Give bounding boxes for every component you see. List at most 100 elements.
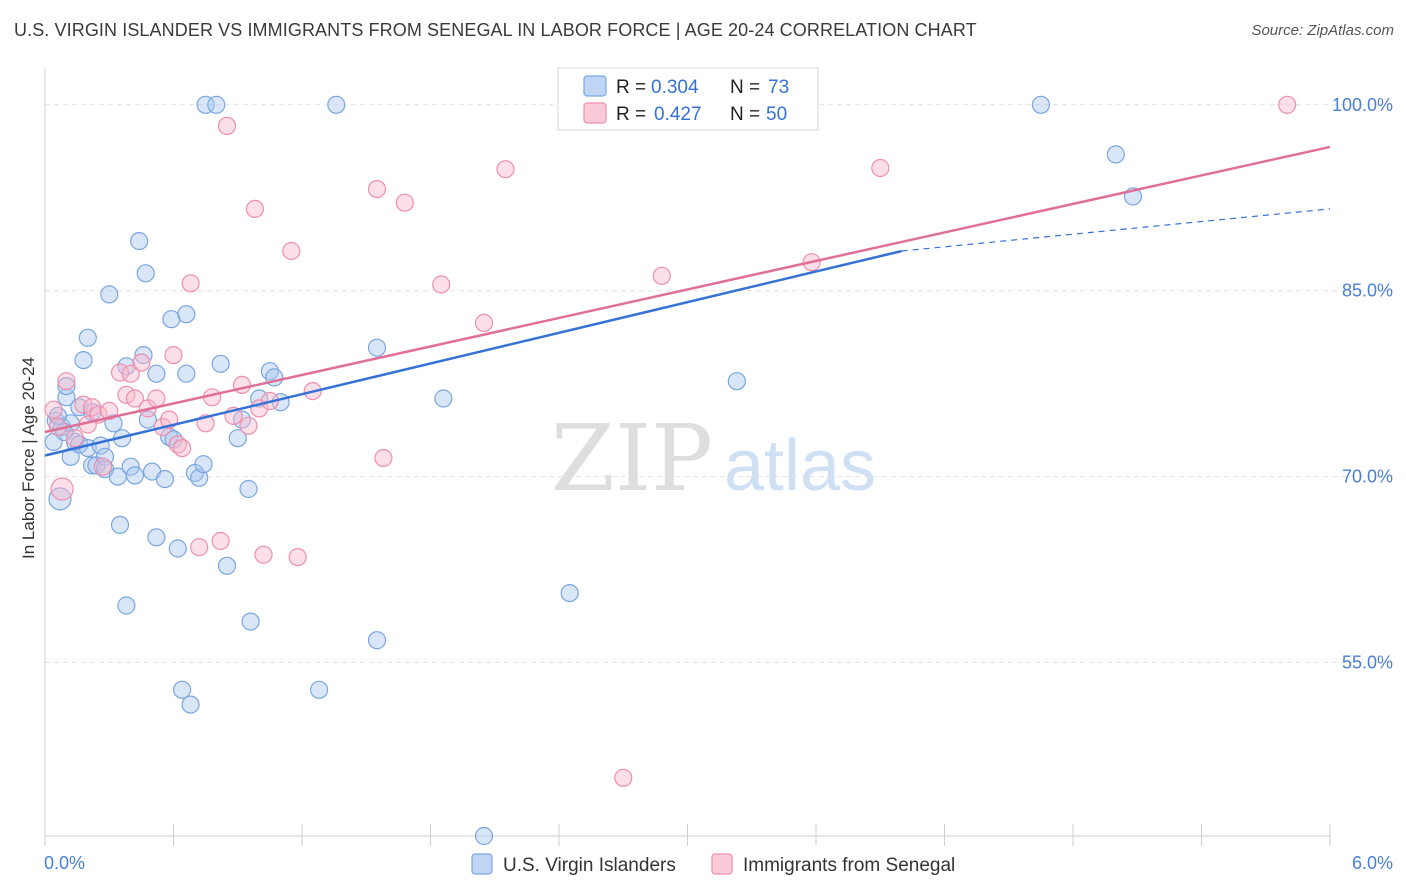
point-senegal	[871, 158, 890, 178]
point-virgin-islanders	[78, 328, 97, 347]
data-points	[44, 95, 1297, 846]
point-virgin-islanders	[474, 826, 494, 846]
point-virgin-islanders	[100, 285, 119, 304]
point-senegal	[614, 768, 633, 787]
point-virgin-islanders	[168, 539, 187, 558]
trend-lines	[44, 145, 1331, 457]
legend-n-value: 50	[766, 104, 787, 125]
watermark-zip: ZIP	[551, 405, 713, 512]
point-senegal	[652, 266, 671, 285]
point-virgin-islanders	[327, 95, 346, 114]
watermark-atlas: atlas	[724, 426, 876, 506]
watermark: ZIP atlas	[551, 405, 876, 512]
point-virgin-islanders	[177, 364, 196, 383]
point-senegal	[395, 193, 414, 212]
point-senegal	[57, 372, 76, 391]
trend-line-senegal	[44, 145, 1331, 434]
legend-swatch-pink	[583, 102, 607, 124]
point-senegal	[132, 353, 151, 372]
point-senegal	[164, 346, 183, 365]
axes	[44, 68, 1331, 846]
point-senegal	[50, 477, 74, 501]
point-senegal	[496, 160, 515, 179]
legend-r-value: 0.304	[651, 77, 699, 98]
point-senegal	[121, 364, 140, 383]
legend-label-senegal: Immigrants from Senegal	[743, 855, 955, 876]
point-virgin-islanders	[130, 232, 149, 251]
legend-r-label: R =	[616, 77, 646, 98]
point-virgin-islanders	[228, 429, 247, 448]
point-senegal	[125, 389, 144, 408]
y-tick-label: 100.0%	[1332, 95, 1393, 115]
legend-n-label: N =	[730, 104, 760, 125]
point-senegal	[100, 401, 119, 420]
y-tick-label: 70.0%	[1342, 467, 1393, 487]
point-virgin-islanders	[147, 528, 166, 547]
legend-swatch-blue	[583, 75, 607, 97]
point-senegal	[181, 274, 200, 293]
point-virgin-islanders	[125, 466, 144, 485]
point-virgin-islanders	[57, 377, 76, 396]
point-senegal	[374, 448, 393, 468]
legend-swatch-pink	[711, 853, 733, 875]
legend-label-virgin-islanders: U.S. Virgin Islanders	[503, 855, 676, 876]
point-virgin-islanders	[177, 305, 196, 324]
point-virgin-islanders	[134, 346, 153, 365]
point-virgin-islanders	[310, 680, 329, 699]
point-virgin-islanders	[217, 556, 237, 575]
chart-title: U.S. VIRGIN ISLANDER VS IMMIGRANTS FROM …	[14, 20, 977, 40]
point-senegal	[147, 389, 166, 408]
x-tick-label: 0.0%	[44, 853, 85, 873]
trend-line-virgin-islanders	[44, 249, 902, 457]
legend-r-value: 0.427	[654, 104, 702, 125]
point-senegal	[44, 400, 63, 419]
point-virgin-islanders	[211, 354, 230, 373]
y-tick-label: 85.0%	[1342, 281, 1393, 301]
point-senegal	[282, 241, 301, 261]
y-tick-label: 55.0%	[1342, 652, 1393, 672]
point-senegal	[474, 313, 494, 332]
point-virgin-islanders	[434, 389, 453, 408]
legend-n-label: N =	[730, 77, 760, 98]
point-virgin-islanders	[196, 95, 215, 114]
point-virgin-islanders	[155, 470, 174, 489]
point-virgin-islanders	[367, 631, 387, 650]
legend-top: R = 0.304 N = 73 R = 0.427 N = 50	[557, 67, 819, 131]
point-virgin-islanders	[181, 695, 200, 714]
point-virgin-islanders	[239, 479, 258, 499]
point-virgin-islanders	[147, 364, 166, 383]
y-axis-label: In Labor Force | Age 20-24	[19, 357, 38, 559]
point-senegal	[82, 398, 102, 417]
legend-bottom: U.S. Virgin Islanders Immigrants from Se…	[471, 853, 955, 876]
point-virgin-islanders	[121, 457, 140, 476]
legend-swatch-blue	[471, 853, 493, 875]
point-virgin-islanders	[194, 455, 213, 474]
point-virgin-islanders	[560, 583, 579, 603]
point-senegal	[1278, 95, 1297, 114]
point-senegal	[288, 547, 307, 567]
legend-n-value: 73	[768, 77, 789, 98]
point-senegal	[245, 199, 264, 218]
tick-labels: 55.0% 70.0% 85.0% 100.0% 0.0% 6.0%	[44, 95, 1393, 873]
point-senegal	[190, 538, 209, 557]
point-virgin-islanders	[190, 468, 209, 487]
point-virgin-islanders	[173, 680, 192, 699]
trend-line-extension	[901, 208, 1331, 252]
point-virgin-islanders	[727, 372, 746, 391]
point-senegal	[367, 180, 387, 199]
point-virgin-islanders	[367, 338, 387, 357]
point-senegal	[173, 439, 192, 458]
x-tick-label: 6.0%	[1352, 853, 1393, 873]
point-virgin-islanders	[1031, 95, 1051, 114]
point-virgin-islanders	[241, 612, 260, 631]
point-senegal	[211, 531, 230, 551]
point-senegal	[239, 416, 258, 435]
point-senegal	[217, 116, 237, 136]
point-senegal	[93, 457, 112, 476]
point-senegal	[65, 429, 85, 448]
point-virgin-islanders	[48, 487, 72, 511]
point-virgin-islanders	[207, 95, 226, 114]
point-virgin-islanders	[117, 596, 136, 615]
point-virgin-islanders	[110, 515, 130, 535]
